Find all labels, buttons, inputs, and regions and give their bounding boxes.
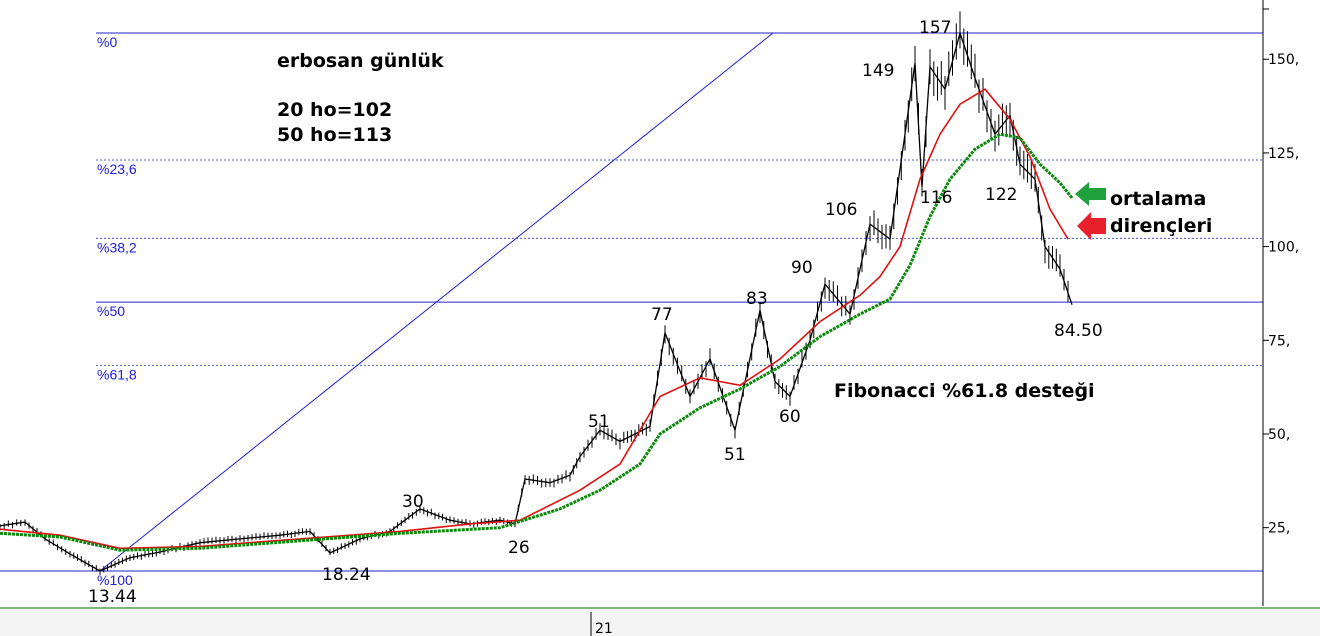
price-label: 90	[791, 258, 813, 278]
fib-label-1: %23,6	[97, 161, 137, 177]
y-tick-label: 75,	[1268, 333, 1290, 349]
price-label: 13.44	[88, 587, 137, 607]
fib-label-3: %50	[97, 303, 125, 319]
price-label: 26	[508, 538, 530, 558]
green-arrow-icon	[1075, 182, 1106, 206]
ma20-line	[0, 88, 1069, 550]
x-axis-band	[0, 609, 1320, 636]
price-label: 122	[985, 185, 1017, 205]
y-tick-label: 150,	[1268, 52, 1299, 68]
fibonacci-levels: %0 %23,6 %38,2 %50 %61,8 %100	[0, 32, 1263, 588]
fib-label-5: %100	[97, 572, 133, 588]
price-label: 83	[746, 289, 768, 309]
y-tick-label: 100,	[1268, 240, 1299, 256]
price-label: 77	[651, 305, 673, 325]
ma50-note: 50 ho=113	[277, 124, 392, 146]
ma20-note: 20 ho=102	[277, 99, 392, 121]
price-label: 84.50	[1054, 321, 1103, 341]
price-label: 18.24	[322, 565, 371, 585]
y-axis-ticks: 25, 50, 75, 100, 125, 150,	[1263, 8, 1299, 537]
ma50-line	[0, 132, 1074, 552]
resistance-label-line1: ortalama	[1110, 188, 1206, 210]
x-tick-label: 21	[595, 621, 613, 636]
price-label: 116	[920, 188, 952, 208]
price-label: 149	[862, 61, 894, 81]
red-arrow-icon	[1077, 212, 1106, 240]
y-tick-label: 50,	[1268, 427, 1290, 443]
fib-label-0: %0	[97, 34, 117, 50]
price-bars	[0, 11, 1069, 575]
fib-label-2: %38,2	[97, 239, 137, 255]
price-label: 51	[588, 412, 610, 432]
price-label: 30	[402, 492, 424, 512]
price-label: 106	[825, 200, 857, 220]
fibonacci-trend-line	[99, 32, 774, 572]
y-tick-label: 25,	[1268, 521, 1290, 537]
chart-title: erbosan günlük	[277, 50, 444, 72]
price-label: 60	[779, 407, 801, 427]
price-label: 51	[724, 445, 746, 465]
price-labels: 13.44 18.24 30 26 51 77 51 83 60 90 106 149 116 157 12…	[88, 18, 1103, 607]
support-label: Fibonacci %61.8 desteği	[834, 380, 1095, 402]
fib-label-4: %61,8	[97, 366, 137, 382]
price-label: 157	[919, 18, 951, 38]
y-tick-label: 125,	[1268, 146, 1299, 162]
resistance-label-line2: dirençleri	[1110, 215, 1212, 237]
